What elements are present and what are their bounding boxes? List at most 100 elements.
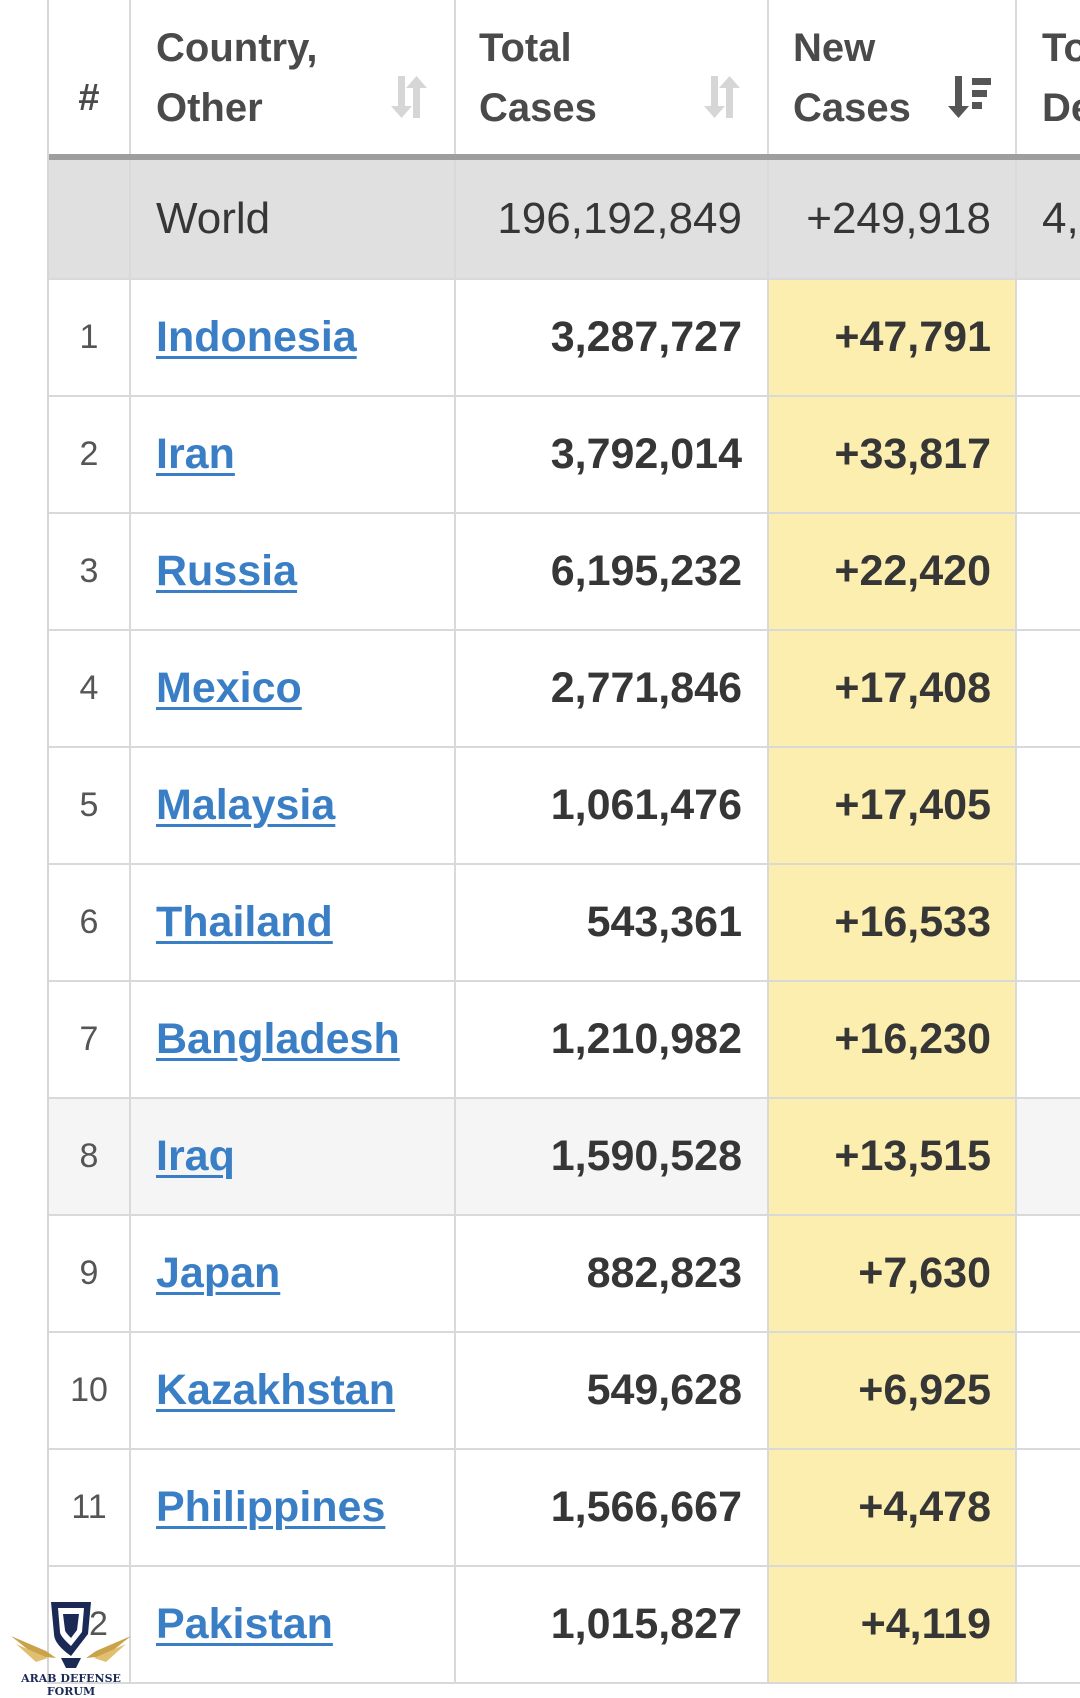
country-cell: Iran [131,397,456,512]
total-cases-cell: 1,015,827 [456,1567,769,1682]
total-cases-cell: 3,792,014 [456,397,769,512]
new-cases: +16,533 [834,898,991,946]
world-total-cases-cell: 196,192,849 [456,160,769,278]
country-link[interactable]: Kazakhstan [156,1366,395,1414]
rank-cell: 10 [49,1333,131,1448]
country-link[interactable]: Malaysia [156,781,336,829]
world-new-cases-cell: +249,918 [769,160,1017,278]
total-cases: 2,771,846 [550,664,742,712]
rank: 8 [79,1137,99,1175]
country-cell: Mexico [131,631,456,746]
new-cases-cell: +33,817 [769,397,1017,512]
header-new-cases[interactable]: New Cases [769,0,1017,154]
rank-cell: 7 [49,982,131,1097]
table-row: 12 Pakistan 1,015,827 +4,119 [49,1567,1080,1684]
country-link[interactable]: Iran [156,430,235,478]
rank-cell: 1 [49,280,131,395]
total-cases-cell: 2,771,846 [456,631,769,746]
total-cases-cell: 3,287,727 [456,280,769,395]
total-cases: 549,628 [586,1366,742,1414]
country-link[interactable]: Mexico [156,664,302,712]
total-deaths-cell [1017,1099,1080,1214]
sort-descending-icon[interactable] [947,74,993,120]
total-cases: 3,287,727 [550,313,742,361]
new-cases-cell: +47,791 [769,280,1017,395]
rank-cell: 4 [49,631,131,746]
country-link[interactable]: Pakistan [156,1600,333,1648]
table-row: 10 Kazakhstan 549,628 +6,925 [49,1333,1080,1450]
header-total-cases[interactable]: Total Cases [456,0,769,154]
rank-cell: 11 [49,1450,131,1565]
new-cases: +13,515 [834,1132,991,1180]
total-cases: 1,061,476 [550,781,742,829]
world-total-deaths-cell: 4, [1017,160,1080,278]
rank: 11 [71,1488,107,1526]
header-total-deaths[interactable]: To De [1017,0,1080,154]
country-link[interactable]: Bangladesh [156,1015,400,1063]
rank-cell: 8 [49,1099,131,1214]
rank: 1 [79,318,99,356]
country-link[interactable]: Japan [156,1249,281,1297]
world-new-cases: +249,918 [806,194,991,243]
country-link[interactable]: Thailand [156,898,333,946]
new-cases: +6,925 [858,1366,991,1414]
header-new-cases-label: New Cases [793,26,911,130]
total-deaths-cell [1017,1450,1080,1565]
rank-cell: 5 [49,748,131,863]
country-cell: Philippines [131,1450,456,1565]
country-link[interactable]: Russia [156,547,298,595]
total-cases-cell: 1,061,476 [456,748,769,863]
header-country[interactable]: Country, Other [131,0,456,154]
total-cases-cell: 882,823 [456,1216,769,1331]
total-deaths-cell [1017,397,1080,512]
country-cell: Iraq [131,1099,456,1214]
total-cases: 3,792,014 [550,430,742,478]
total-cases: 543,361 [586,898,742,946]
table-row: 2 Iran 3,792,014 +33,817 [49,397,1080,514]
table-row: 7 Bangladesh 1,210,982 +16,230 [49,982,1080,1099]
total-deaths-cell [1017,280,1080,395]
table-row: 1 Indonesia 3,287,727 +47,791 [49,280,1080,397]
total-deaths-cell [1017,1567,1080,1682]
world-name: World [156,194,271,243]
total-cases-cell: 1,590,528 [456,1099,769,1214]
new-cases: +4,119 [860,1600,991,1648]
new-cases: +17,408 [834,664,991,712]
new-cases: +16,230 [834,1015,991,1063]
new-cases-cell: +17,408 [769,631,1017,746]
rank-cell: 3 [49,514,131,629]
covid-stats-table: # Country, Other Total Cases New Cases [47,0,1080,1684]
logo-text: ARAB DEFENSE FORUM [21,1672,121,1698]
country-link[interactable]: Philippines [156,1483,386,1531]
rank: 2 [79,435,99,473]
header-rank[interactable]: # [49,0,131,154]
new-cases-cell: +4,478 [769,1450,1017,1565]
country-link[interactable]: Indonesia [156,313,357,361]
rank: 7 [79,1020,99,1058]
new-cases: +33,817 [834,430,991,478]
country-cell: Bangladesh [131,982,456,1097]
total-deaths-cell [1017,514,1080,629]
country-link[interactable]: Iraq [156,1132,235,1180]
new-cases: +4,478 [858,1483,991,1531]
rank: 4 [79,669,99,707]
world-name-cell: World [131,160,456,278]
total-cases-cell: 549,628 [456,1333,769,1448]
rank: 5 [79,786,99,824]
sort-icon[interactable] [699,74,745,120]
country-cell: Kazakhstan [131,1333,456,1448]
new-cases: +17,405 [834,781,991,829]
country-cell: Russia [131,514,456,629]
new-cases-cell: +16,230 [769,982,1017,1097]
new-cases-cell: +4,119 [769,1567,1017,1682]
rank: 10 [70,1371,108,1409]
world-row: World 196,192,849 +249,918 4, [49,160,1080,280]
header-total-deaths-label: To De [1042,26,1080,130]
table-row: 8 Iraq 1,590,528 +13,515 [49,1099,1080,1216]
new-cases-cell: +6,925 [769,1333,1017,1448]
header-country-label: Country, Other [156,26,318,130]
total-cases: 1,566,667 [550,1483,742,1531]
world-rank-cell [49,160,131,278]
sort-icon[interactable] [386,74,432,120]
total-cases: 6,195,232 [550,547,742,595]
